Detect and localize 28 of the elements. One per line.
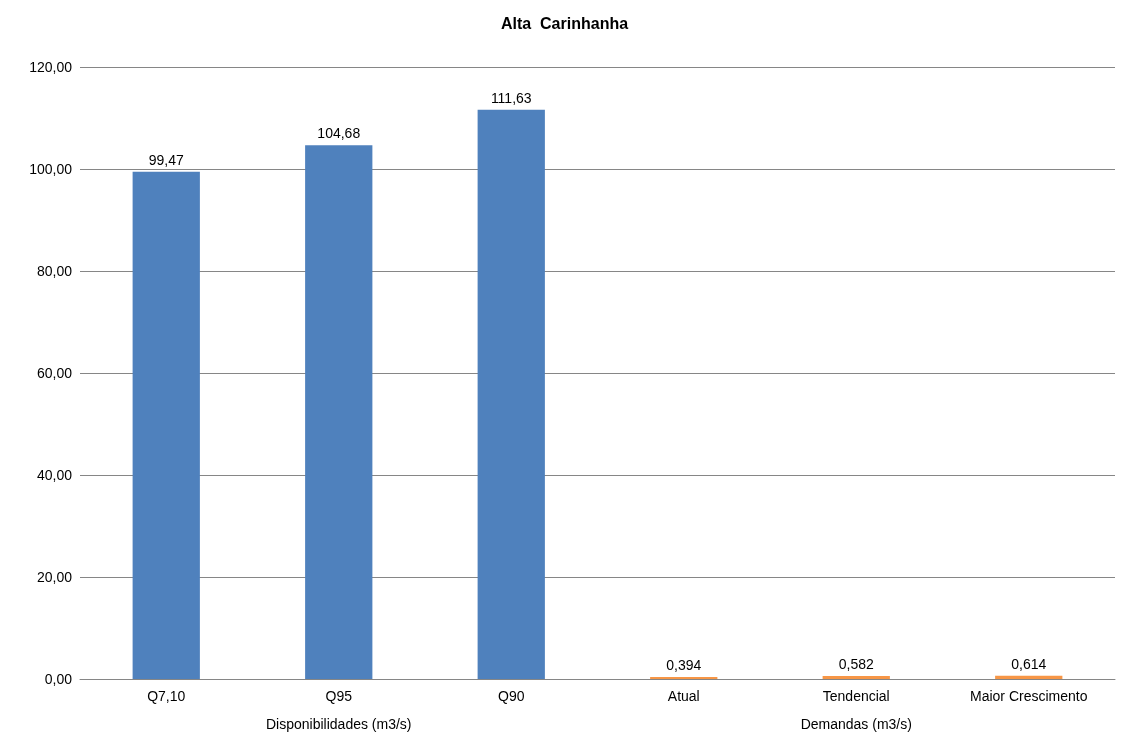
text: Disponibilidades (m3/s) bbox=[265, 716, 412, 732]
bar bbox=[305, 145, 373, 679]
x-tick-label: Q95 bbox=[325, 688, 353, 704]
x-tick-label: Maior Crescimento bbox=[970, 688, 1088, 704]
data-label: 0,394 bbox=[666, 656, 702, 673]
data-label: 0,582 bbox=[838, 656, 874, 673]
bar bbox=[132, 171, 200, 679]
bar bbox=[995, 675, 1063, 679]
x-tick-label: Q90 bbox=[498, 688, 525, 704]
y-tick-label: 100,00 bbox=[29, 161, 73, 177]
y-tick-label: 0,00 bbox=[44, 671, 73, 687]
y-tick-label: 120,00 bbox=[29, 59, 73, 75]
bar bbox=[477, 109, 545, 679]
y-tick-label: 40,00 bbox=[36, 467, 73, 483]
y-tick-label: 60,00 bbox=[36, 365, 73, 381]
y-tick-label: 80,00 bbox=[36, 263, 73, 279]
chart-title: Alta Carinhanha bbox=[500, 14, 629, 32]
data-label: 99,47 bbox=[148, 151, 184, 168]
y-tick-label: 20,00 bbox=[36, 569, 73, 585]
bar bbox=[650, 676, 718, 679]
x-tick-label: Tendencial bbox=[822, 688, 890, 704]
data-label: 104,68 bbox=[317, 125, 361, 142]
x-tick-label: Q7,10 bbox=[147, 688, 186, 704]
text: Demandas (m3/s) bbox=[800, 716, 912, 732]
data-label: 111,63 bbox=[490, 89, 532, 106]
data-label: 0,614 bbox=[1011, 655, 1047, 672]
x-tick-label: Atual bbox=[667, 688, 700, 704]
bar bbox=[822, 676, 890, 679]
